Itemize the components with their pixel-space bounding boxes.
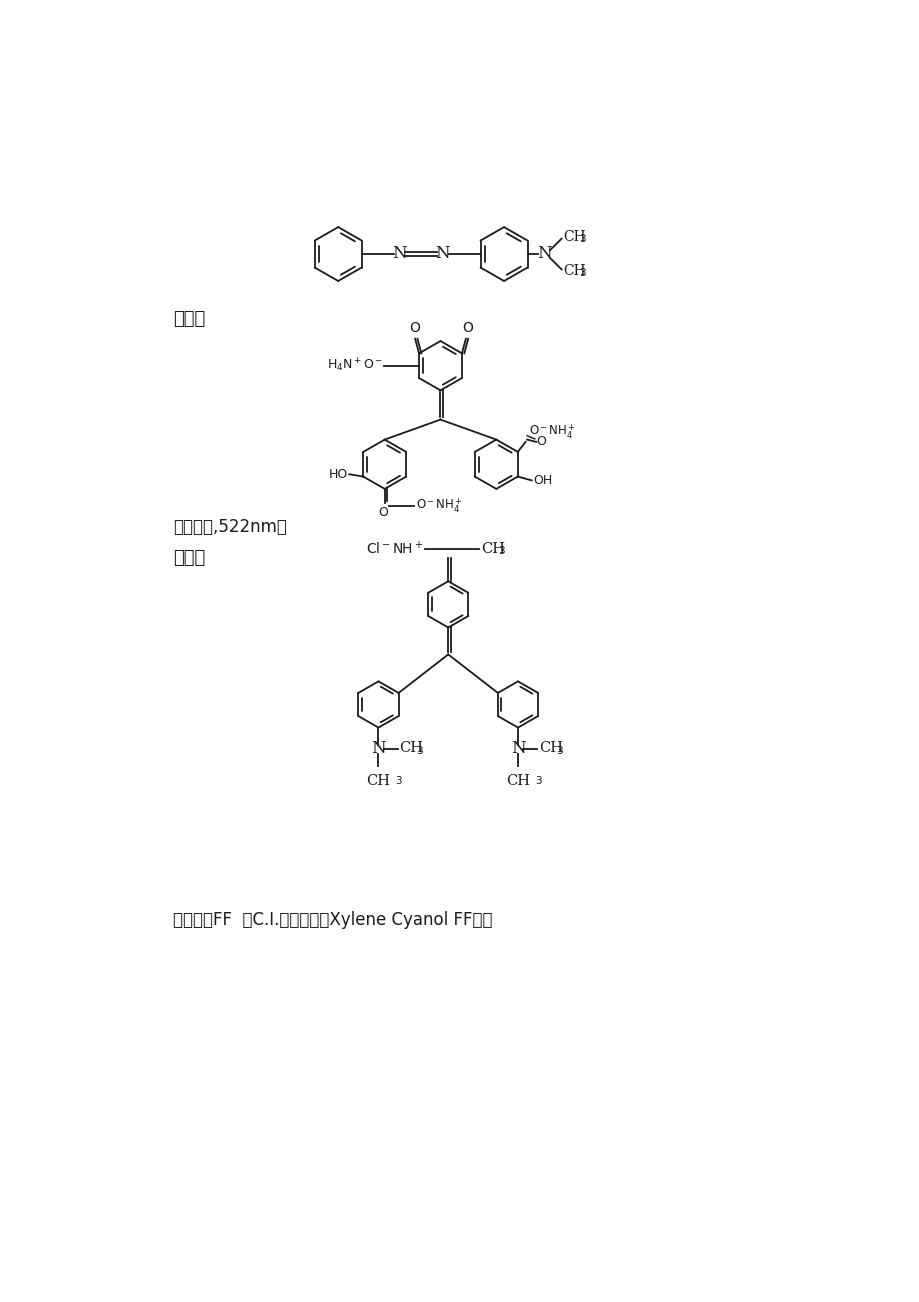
Text: 3: 3 — [416, 746, 423, 755]
Text: 3: 3 — [555, 746, 562, 755]
Text: CH: CH — [539, 741, 562, 755]
Text: Cl$^-$NH$^+$: Cl$^-$NH$^+$ — [366, 540, 423, 557]
Text: 3: 3 — [395, 776, 402, 786]
Text: N: N — [435, 245, 449, 262]
Text: CH: CH — [562, 230, 585, 243]
Text: 甲基紫: 甲基紫 — [173, 549, 205, 568]
Text: N: N — [510, 740, 525, 756]
Text: O$^-$NH$_4^+$: O$^-$NH$_4^+$ — [528, 423, 574, 441]
Text: N: N — [370, 740, 385, 756]
Text: O: O — [462, 320, 473, 335]
Text: N: N — [392, 245, 406, 262]
Text: CH: CH — [366, 773, 390, 788]
Text: （水溶液,522nm）: （水溶液,522nm） — [173, 518, 287, 536]
Text: CH: CH — [562, 264, 585, 277]
Text: CH: CH — [505, 773, 529, 788]
Text: O: O — [409, 320, 420, 335]
Text: HO: HO — [328, 467, 347, 480]
Text: 3: 3 — [535, 776, 541, 786]
Text: O$^-$NH$_4^+$: O$^-$NH$_4^+$ — [415, 496, 462, 516]
Text: N: N — [537, 245, 551, 262]
Text: 3: 3 — [497, 547, 504, 556]
Text: O: O — [536, 435, 546, 448]
Text: 铝试剂: 铝试剂 — [173, 310, 205, 328]
Text: CH: CH — [399, 741, 423, 755]
Text: 二甲苯青FF  （C.I.二甲苯蓝，Xylene Cyanol FF）：: 二甲苯青FF （C.I.二甲苯蓝，Xylene Cyanol FF）： — [173, 911, 492, 930]
Text: 3: 3 — [579, 234, 585, 245]
Text: O: O — [378, 505, 388, 518]
Text: CH: CH — [481, 542, 505, 556]
Text: OH: OH — [533, 474, 552, 487]
Text: H$_4$N$^+$O$^-$: H$_4$N$^+$O$^-$ — [326, 357, 382, 374]
Text: 3: 3 — [579, 268, 585, 279]
